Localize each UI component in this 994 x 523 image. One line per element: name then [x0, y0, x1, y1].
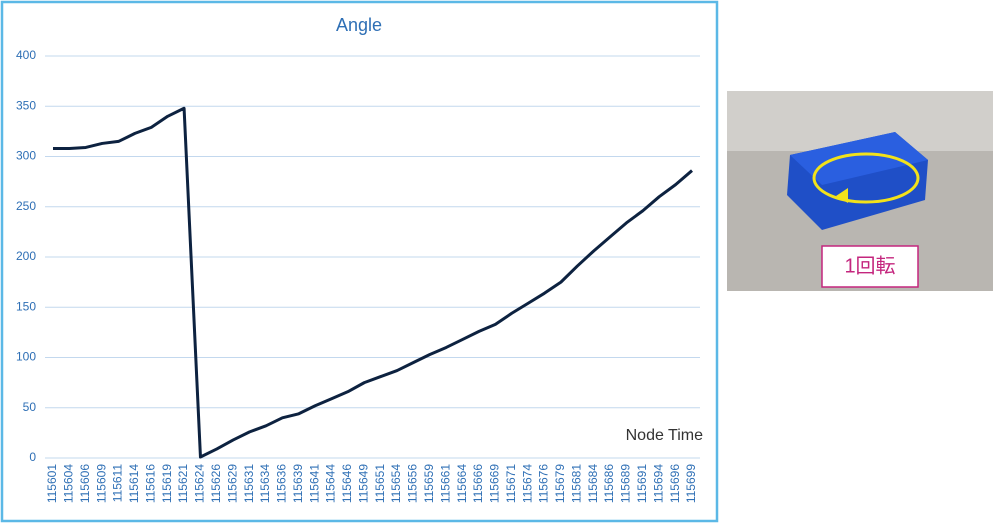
x-axis-label: Node Time — [626, 427, 703, 444]
y-tick-label: 350 — [16, 98, 36, 112]
x-tick-label: 115666 — [471, 464, 485, 503]
x-tick-label: 115621 — [176, 464, 190, 503]
x-tick-label: 115636 — [275, 464, 289, 503]
x-tick-label: 115654 — [389, 464, 403, 503]
x-tick-label: 115611 — [111, 464, 125, 503]
y-tick-label: 300 — [16, 149, 36, 163]
x-tick-label: 115679 — [553, 464, 567, 503]
x-tick-label: 115614 — [127, 464, 141, 503]
x-tick-label: 115644 — [324, 464, 338, 503]
chart-title: Angle — [336, 15, 382, 35]
x-tick-label: 115651 — [373, 464, 387, 503]
y-tick-label: 100 — [16, 350, 36, 364]
x-tick-label: 115624 — [193, 464, 207, 503]
x-tick-label: 115604 — [62, 464, 76, 503]
x-tick-label: 115674 — [520, 464, 534, 503]
y-tick-label: 250 — [16, 199, 36, 213]
x-tick-label: 115629 — [225, 464, 239, 503]
x-tick-label: 115684 — [586, 464, 600, 503]
x-tick-label: 115626 — [209, 464, 223, 503]
x-tick-label: 115619 — [160, 464, 174, 503]
photo: 1回転 — [727, 91, 993, 291]
x-tick-label: 115631 — [242, 464, 256, 503]
caption: 1回転 — [844, 254, 895, 277]
x-tick-label: 115656 — [406, 464, 420, 503]
x-tick-label: 115646 — [340, 464, 354, 503]
x-tick-label: 115671 — [504, 464, 518, 503]
x-tick-label: 115634 — [258, 464, 272, 503]
y-tick-label: 400 — [16, 48, 36, 62]
x-tick-label: 115686 — [602, 464, 616, 503]
chart-frame — [0, 0, 719, 523]
x-tick-label: 115669 — [488, 464, 502, 503]
x-tick-label: 115676 — [537, 464, 551, 503]
y-tick-label: 150 — [16, 299, 36, 313]
y-tick-label: 0 — [29, 450, 36, 464]
data-line — [53, 106, 693, 459]
device-top — [790, 132, 928, 185]
x-tick-label: 115659 — [422, 464, 436, 503]
rotation-arrow — [812, 152, 920, 204]
x-tick-label: 115694 — [651, 464, 665, 503]
x-tick-label: 115639 — [291, 464, 305, 503]
caption-box — [821, 245, 919, 288]
x-tick-label: 115601 — [45, 464, 59, 503]
arrow-head — [836, 188, 848, 203]
y-tick-label: 200 — [16, 249, 36, 263]
x-tick-label: 115664 — [455, 464, 469, 503]
x-tick-label: 115681 — [569, 464, 583, 503]
x-tick-label: 115649 — [356, 464, 370, 503]
x-tick-label: 115689 — [619, 464, 633, 503]
x-tick-label: 115641 — [307, 464, 321, 503]
y-tick-label: 50 — [23, 400, 37, 414]
x-tick-label: 115606 — [78, 464, 92, 503]
x-tick-label: 115699 — [684, 464, 698, 503]
x-tick-label: 115616 — [143, 464, 157, 503]
x-tick-label: 115661 — [438, 464, 452, 503]
x-tick-label: 115609 — [94, 464, 108, 503]
x-tick-label: 115691 — [635, 464, 649, 503]
x-tick-label: 115696 — [668, 464, 682, 503]
